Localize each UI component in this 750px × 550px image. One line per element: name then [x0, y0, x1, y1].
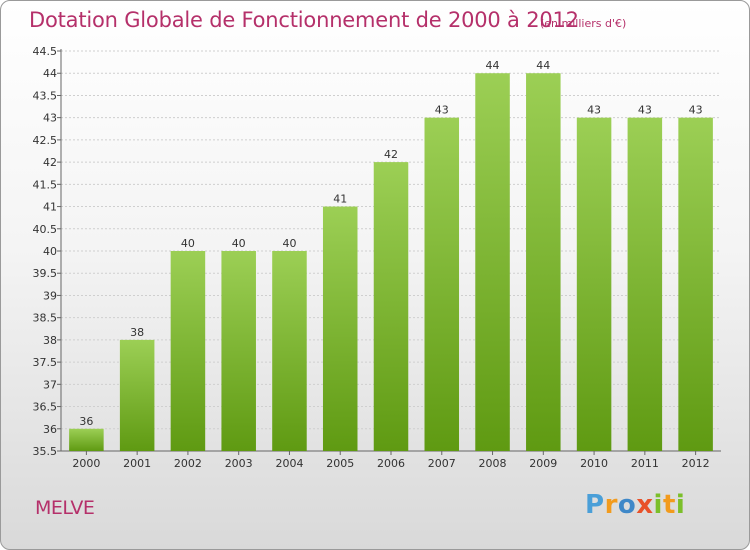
y-tick-label: 37.5 — [33, 356, 58, 369]
y-tick-label: 43 — [43, 112, 57, 125]
brand-logo: Proxiti — [585, 490, 686, 520]
bar-2011 — [627, 117, 663, 452]
data-label-2001: 38 — [130, 326, 144, 339]
bar-2004 — [272, 251, 307, 451]
x-tick-label-2010: 2010 — [580, 457, 608, 470]
y-tick-label: 38 — [43, 334, 57, 347]
y-tick-label: 38.5 — [33, 312, 58, 325]
data-label-2010: 43 — [587, 104, 601, 117]
x-tick-label-2002: 2002 — [174, 457, 202, 470]
y-tick-label: 41 — [43, 201, 57, 214]
x-tick-label-2007: 2007 — [428, 457, 456, 470]
commune-name: MELVE — [35, 497, 95, 519]
x-tick-label-2009: 2009 — [529, 457, 557, 470]
data-label-2007: 43 — [435, 104, 449, 117]
y-tick-label: 39 — [43, 289, 57, 302]
bar-2002 — [170, 251, 206, 451]
bar-2001 — [119, 339, 155, 451]
data-label-2012: 43 — [689, 104, 703, 117]
data-label-2002: 40 — [181, 237, 195, 250]
y-tick-label: 40 — [43, 245, 57, 258]
x-tick-label-2011: 2011 — [631, 457, 659, 470]
data-label-2000: 36 — [79, 415, 93, 428]
y-tick-label: 41.5 — [33, 178, 58, 191]
bar-2006 — [373, 162, 409, 451]
chart-title: Dotation Globale de Fonctionnement de 20… — [29, 8, 579, 32]
y-tick-label: 42.5 — [33, 134, 58, 147]
axes: 35.5 36 36.5 37 37.5 38 38.5 39 39.5 40 40.5 41 41.5… — [33, 45, 721, 470]
y-tick-label: 37 — [43, 378, 57, 391]
x-tick-label-2008: 2008 — [479, 457, 507, 470]
x-tick-label-2004: 2004 — [275, 457, 303, 470]
y-tick-label: 44 — [43, 67, 57, 80]
data-label-2008: 44 — [486, 59, 500, 72]
bar-2009 — [526, 73, 561, 451]
data-label-2003: 40 — [232, 237, 246, 250]
x-tick-label-2001: 2001 — [123, 457, 151, 470]
bar-2003 — [221, 251, 256, 451]
x-tick-label-2005: 2005 — [326, 457, 354, 470]
y-tick-label: 44.5 — [33, 45, 58, 58]
data-label-2011: 43 — [638, 104, 652, 117]
y-tick-label: 43.5 — [33, 89, 58, 102]
bar-2012 — [678, 117, 713, 452]
y-tick-label: 36 — [43, 423, 57, 436]
x-tick-label-2000: 2000 — [72, 457, 100, 470]
chart-unit: (en milliers d'€) — [540, 17, 627, 30]
y-tick-label: 35.5 — [33, 445, 58, 458]
bar-2010 — [576, 117, 612, 452]
y-tick-label: 36.5 — [33, 401, 58, 414]
bars: 36 38 40 40 40 41 42 43 44 44 43 43 43 — [69, 59, 713, 452]
bar-2005 — [322, 206, 358, 451]
y-tick-label: 40.5 — [33, 223, 58, 236]
x-tick-label-2006: 2006 — [377, 457, 405, 470]
data-label-2006: 42 — [384, 148, 398, 161]
y-tick-label: 42 — [43, 156, 57, 169]
y-tick-label: 39.5 — [33, 267, 58, 280]
x-tick-label-2003: 2003 — [225, 457, 253, 470]
bar-2007 — [424, 117, 460, 452]
x-tick-label-2012: 2012 — [682, 457, 710, 470]
data-label-2009: 44 — [536, 59, 550, 72]
bar-2008 — [475, 73, 510, 451]
bar-2000 — [69, 428, 104, 451]
data-label-2004: 40 — [282, 237, 296, 250]
data-label-2005: 41 — [333, 193, 347, 206]
